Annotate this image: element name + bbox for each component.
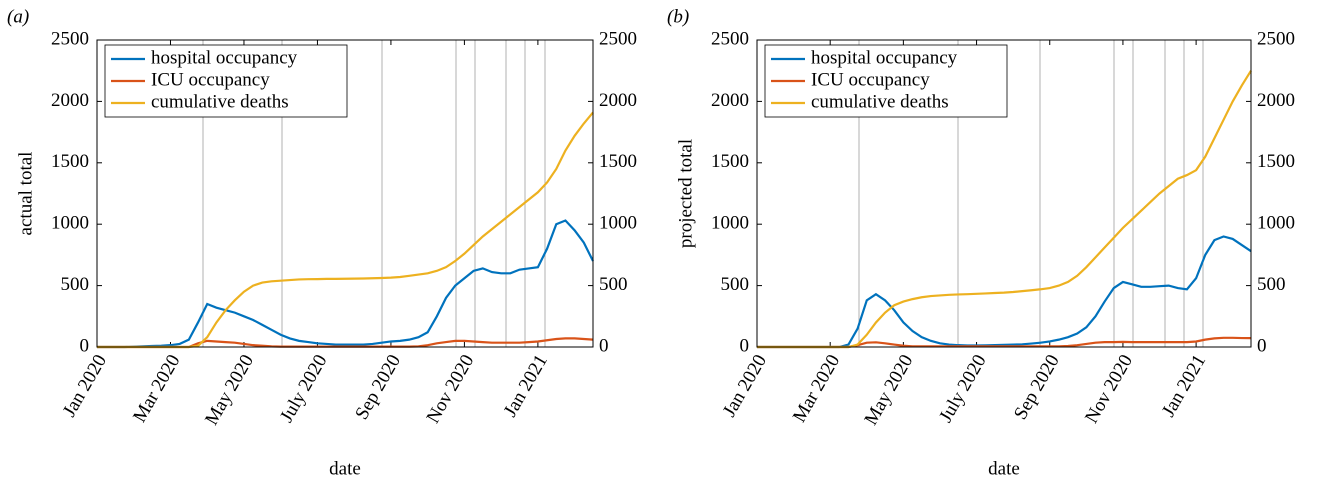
y-tick-label: 2500 (711, 28, 749, 49)
x-tick-label: July 2020 (935, 351, 990, 426)
y-tick-label: 1500 (51, 151, 89, 172)
y-axis-label: projected total (675, 139, 696, 248)
y2-tick-label: 1000 (1257, 213, 1295, 234)
data-line (757, 336, 1252, 349)
y-tick-label: 1000 (711, 213, 749, 234)
legend-box (764, 44, 1008, 118)
y2-tick-label: 2500 (1257, 28, 1295, 49)
y-tick-label: 500 (61, 274, 90, 295)
x-tick-label: Jan 2021 (500, 351, 552, 420)
y2-tick-label: 0 (599, 335, 609, 356)
x-tick-label: Sep 2020 (1010, 351, 1064, 423)
y2-tick-label: 500 (1257, 274, 1286, 295)
panel-label: (a) (7, 6, 29, 27)
x-tick-label: Jan 2021 (1158, 351, 1210, 420)
x-tick-label: Jan 2020 (59, 351, 111, 420)
legend-label: ICU occupancy (811, 69, 930, 90)
y2-tick-label: 2000 (1257, 90, 1295, 111)
x-tick-label: Jan 2020 (719, 351, 771, 420)
y-tick-label: 0 (80, 335, 90, 356)
x-axis-label: date (988, 458, 1020, 479)
legend-label: hospital occupancy (811, 47, 958, 68)
x-tick-label: Mar 2020 (129, 351, 184, 426)
y2-tick-label: 0 (1257, 335, 1267, 356)
y2-tick-label: 1500 (1257, 151, 1295, 172)
y-tick-label: 1000 (51, 213, 89, 234)
y-tick-label: 2500 (51, 28, 89, 49)
plot-frame (96, 39, 594, 348)
y2-tick-label: 2500 (599, 28, 637, 49)
y-axis-label: actual total (15, 152, 36, 236)
y2-tick-label: 500 (599, 274, 628, 295)
x-tick-label: Nov 2020 (423, 351, 479, 427)
legend-label: hospital occupancy (151, 47, 298, 68)
intervention-lines (202, 40, 1204, 347)
y2-tick-label: 1000 (599, 213, 637, 234)
y-tick-label: 1500 (711, 151, 749, 172)
y2-tick-label: 2000 (599, 90, 637, 111)
x-tick-label: July 2020 (276, 351, 331, 426)
legend-box (104, 44, 348, 118)
x-tick-label: Mar 2020 (789, 351, 844, 426)
y-tick-label: 2000 (711, 90, 749, 111)
legend-label: cumulative deaths (811, 91, 949, 112)
legend-label: cumulative deaths (151, 91, 289, 112)
plot-frame (756, 39, 1252, 348)
x-tick-label: May 2020 (201, 351, 258, 429)
x-tick-label: Nov 2020 (1081, 351, 1137, 427)
data-line (97, 219, 594, 349)
y-tick-label: 2000 (51, 90, 89, 111)
x-axis-label: date (329, 458, 361, 479)
data-line (97, 111, 594, 349)
legend-label: ICU occupancy (151, 69, 270, 90)
panel-label: (b) (667, 6, 689, 27)
y2-tick-label: 1500 (599, 151, 637, 172)
x-tick-label: May 2020 (861, 351, 918, 429)
y-tick-label: 500 (721, 274, 750, 295)
y-tick-label: 0 (740, 335, 750, 356)
x-tick-label: Sep 2020 (351, 351, 405, 423)
